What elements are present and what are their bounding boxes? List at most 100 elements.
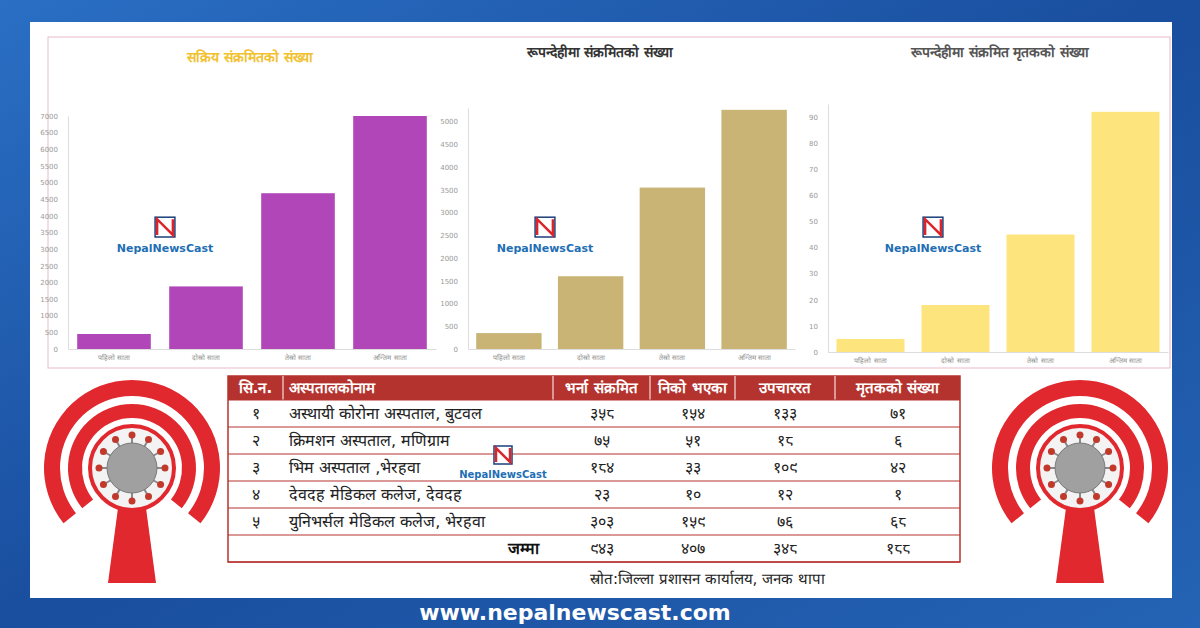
axis-line bbox=[829, 352, 1169, 353]
tick: 20 bbox=[809, 297, 828, 305]
row-line bbox=[228, 534, 960, 535]
tick: तेस्रो साता bbox=[285, 349, 311, 362]
tick: दोस्रो साता bbox=[941, 352, 969, 365]
tick-label: 1000 bbox=[40, 312, 58, 320]
watermark: NepalNewsCast bbox=[459, 446, 547, 480]
x-axis: पहिलो सातादोस्रो सातातेस्रो साताअन्तिम स… bbox=[829, 352, 1169, 365]
tick: 500 bbox=[445, 323, 468, 331]
tick: 30 bbox=[809, 270, 828, 278]
tick: 0 bbox=[814, 349, 828, 357]
tick: 10 bbox=[809, 323, 828, 331]
watermark-text: NepalNewsCast bbox=[885, 242, 981, 255]
header-cell: अस्पतालकोनाम bbox=[289, 379, 376, 397]
virus-body bbox=[1055, 443, 1105, 493]
virus-tip bbox=[1105, 481, 1112, 488]
tick-label: 1000 bbox=[440, 300, 458, 308]
virus-tip bbox=[1060, 493, 1067, 500]
icon-core bbox=[1038, 426, 1122, 510]
logo-mark bbox=[537, 219, 553, 235]
virus-tip bbox=[1048, 481, 1055, 488]
virus-tip bbox=[145, 493, 152, 500]
table-cell: १३३ bbox=[773, 404, 797, 423]
row-line bbox=[228, 453, 960, 454]
table-cell: ७५ bbox=[594, 431, 610, 450]
virus-tip bbox=[129, 432, 136, 439]
tick-label: 1500 bbox=[440, 278, 458, 286]
tick: 6000 bbox=[40, 146, 68, 154]
tick-label: तेस्रो साता bbox=[285, 353, 311, 362]
tick: दोस्रो साता bbox=[577, 349, 605, 362]
table-cell: १२ bbox=[777, 485, 793, 504]
tick: 1000 bbox=[40, 312, 68, 320]
icon-ring bbox=[1016, 404, 1144, 508]
bar bbox=[353, 116, 427, 349]
bar bbox=[721, 110, 786, 349]
tick: 70 bbox=[809, 166, 828, 174]
row-line bbox=[228, 507, 960, 508]
watermark-text: NepalNewsCast bbox=[459, 469, 547, 480]
chart-frame bbox=[48, 37, 1170, 368]
chart: रूपन्देहीमा संक्रमितको संख्या05001000150… bbox=[440, 44, 795, 362]
watermark: NepalNewsCast bbox=[117, 217, 213, 255]
header-cell: निको भएका bbox=[657, 379, 727, 397]
table-cell: १८ bbox=[777, 431, 793, 450]
table-cell: १५४ bbox=[681, 404, 705, 423]
axis-line bbox=[469, 349, 796, 350]
virus-tip bbox=[1093, 436, 1100, 443]
tick-label: 0 bbox=[54, 346, 58, 354]
tick: 3500 bbox=[40, 229, 68, 237]
row-line bbox=[228, 399, 960, 400]
total-cell: ३४८ bbox=[773, 539, 797, 558]
tick: 6500 bbox=[40, 129, 68, 137]
table-cell: ६ bbox=[894, 431, 902, 450]
tick: 500 bbox=[45, 329, 68, 337]
x-axis: पहिलो सातादोस्रो सातातेस्रो साताअन्तिम स… bbox=[469, 349, 796, 362]
tick: 2000 bbox=[40, 279, 68, 287]
table-cell: ७१ bbox=[890, 404, 906, 423]
watermark-text: NepalNewsCast bbox=[497, 242, 593, 255]
virus-tip bbox=[1077, 498, 1084, 505]
tick-label: 2000 bbox=[40, 279, 58, 287]
y-axis: 0500100015002000250030003500400045005000… bbox=[40, 113, 68, 354]
tick: 4000 bbox=[40, 213, 68, 221]
table-cell: क्रिमशन अस्पताल, मणिग्राम bbox=[289, 431, 450, 450]
tick-label: 70 bbox=[809, 166, 818, 174]
table-cell: १५९ bbox=[681, 512, 705, 531]
virus-tip bbox=[1044, 465, 1051, 472]
bars bbox=[77, 116, 427, 349]
table-cell: ४ bbox=[252, 485, 260, 504]
tick-label: 20 bbox=[809, 297, 818, 305]
y-axis: 0500100015002000250030003500400045005000 bbox=[440, 109, 468, 354]
tick-label: 60 bbox=[809, 192, 818, 200]
virus-tip bbox=[1060, 436, 1067, 443]
header-cell: सि.न. bbox=[238, 379, 272, 397]
tick-label: 0 bbox=[814, 349, 818, 357]
table-cell: १ bbox=[252, 404, 260, 423]
table-cell: ६८ bbox=[890, 512, 906, 531]
tick: 3500 bbox=[440, 187, 468, 195]
tick: 4500 bbox=[440, 141, 468, 149]
table-cell: २ bbox=[252, 431, 260, 450]
total-cell: ४०७ bbox=[681, 539, 705, 558]
table-cell: ५ bbox=[252, 512, 260, 531]
tick: 7000 bbox=[40, 113, 68, 121]
header-cell: भर्ना संक्रमित bbox=[565, 379, 638, 397]
tick: पहिलो साता bbox=[854, 352, 886, 365]
stage: सक्रिय संक्रमितको संख्या0500100015002000… bbox=[0, 0, 1200, 628]
background bbox=[0, 0, 1200, 628]
tick-label: 1500 bbox=[40, 296, 58, 304]
tick: 80 bbox=[809, 140, 828, 148]
chart-title: रूपन्देहीमा संक्रमितको संख्या bbox=[526, 44, 675, 60]
tick-label: पहिलो साता bbox=[98, 353, 130, 362]
tick: 2500 bbox=[440, 232, 468, 240]
table-cell: १८४ bbox=[590, 458, 614, 477]
tick-label: 80 bbox=[809, 140, 818, 148]
tick: अन्तिम साता bbox=[373, 349, 406, 362]
watermark-text: NepalNewsCast bbox=[117, 242, 213, 255]
tick: अन्तिम साता bbox=[738, 349, 771, 362]
icon-ring bbox=[68, 404, 196, 508]
tick: 2500 bbox=[40, 263, 68, 271]
canvas: सक्रिय संक्रमितको संख्या0500100015002000… bbox=[0, 0, 1200, 628]
header-cell: मृतकको संख्या bbox=[855, 379, 940, 398]
table-cell: ३ bbox=[252, 458, 260, 477]
